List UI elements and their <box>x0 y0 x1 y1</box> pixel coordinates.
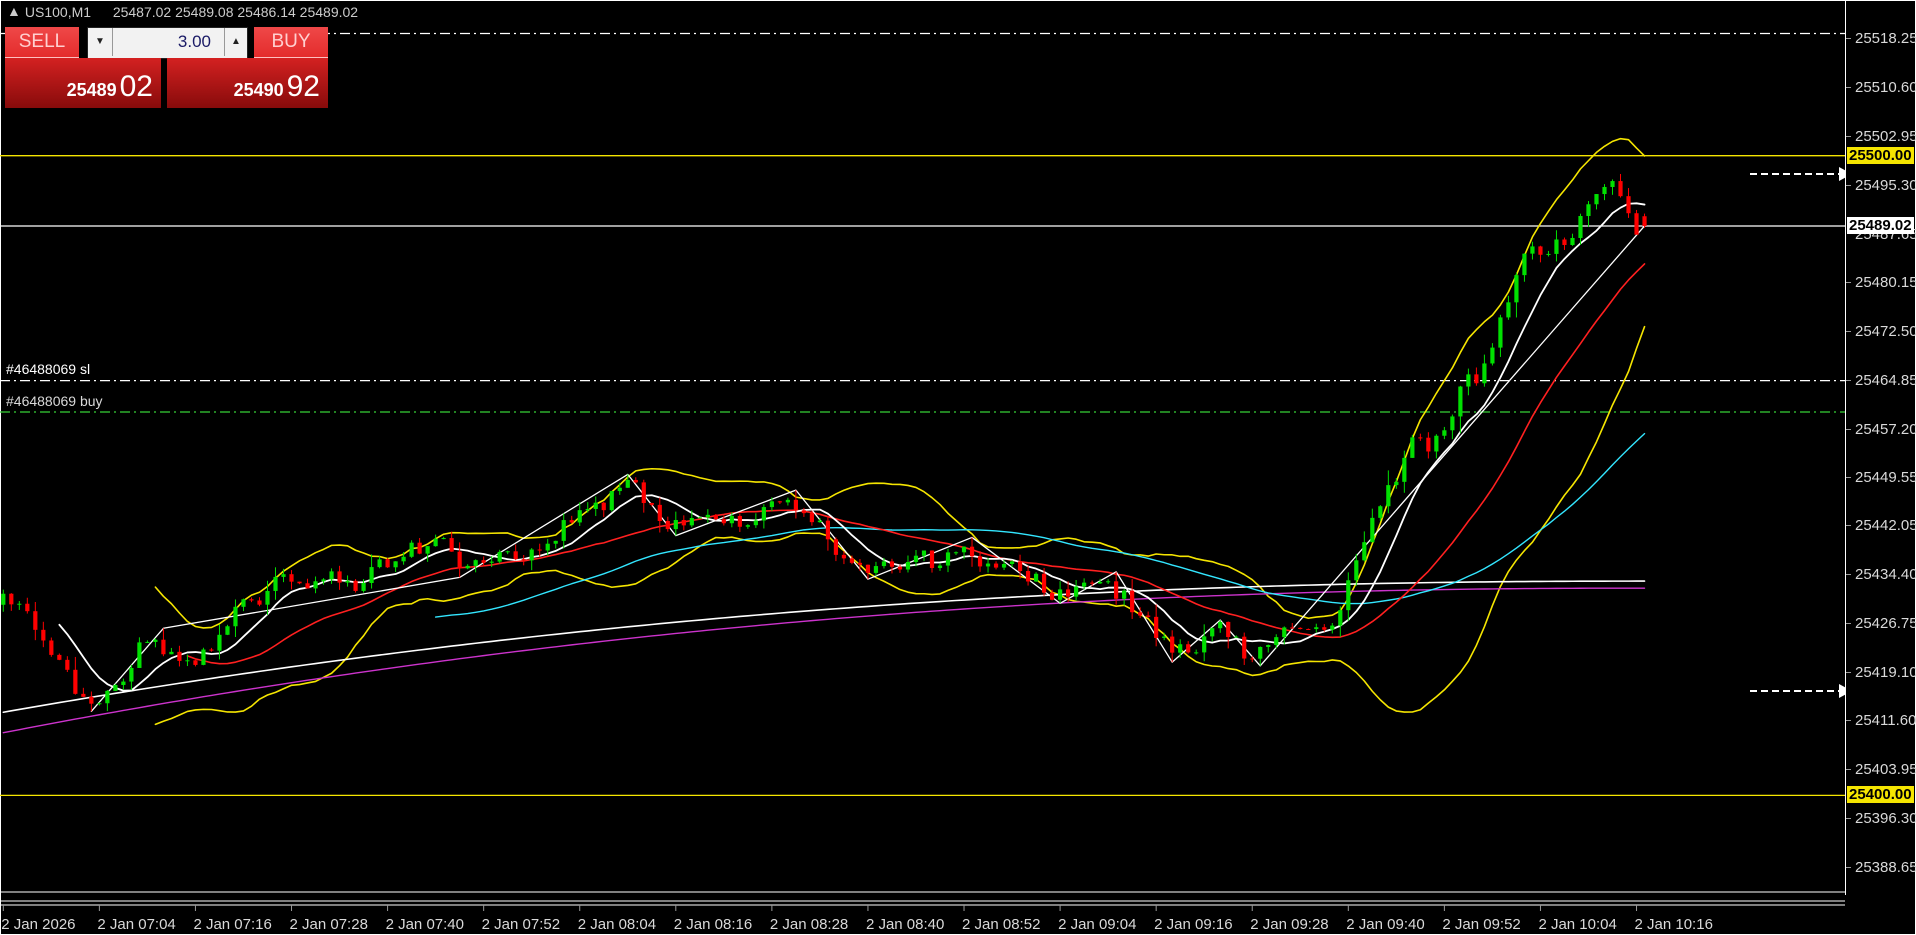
svg-text:2 Jan 08:52: 2 Jan 08:52 <box>962 916 1040 933</box>
svg-text:2 Jan 09:40: 2 Jan 09:40 <box>1346 916 1424 933</box>
svg-text:2 Jan 10:16: 2 Jan 10:16 <box>1635 916 1713 933</box>
svg-text:2 Jan 08:04: 2 Jan 08:04 <box>578 916 656 933</box>
svg-text:2 Jan 07:04: 2 Jan 07:04 <box>97 916 175 933</box>
svg-text:2 Jan 08:28: 2 Jan 08:28 <box>770 916 848 933</box>
svg-text:2 Jan 09:28: 2 Jan 09:28 <box>1250 916 1328 933</box>
svg-text:2 Jan 07:40: 2 Jan 07:40 <box>386 916 464 933</box>
svg-text:2 Jan 08:16: 2 Jan 08:16 <box>674 916 752 933</box>
svg-text:2 Jan 07:28: 2 Jan 07:28 <box>290 916 368 933</box>
svg-text:2 Jan 10:04: 2 Jan 10:04 <box>1538 916 1616 933</box>
svg-text:2 Jan 09:16: 2 Jan 09:16 <box>1154 916 1232 933</box>
svg-text:2 Jan 07:16: 2 Jan 07:16 <box>193 916 271 933</box>
svg-text:2 Jan 2026: 2 Jan 2026 <box>1 916 75 933</box>
svg-text:2 Jan 08:40: 2 Jan 08:40 <box>866 916 944 933</box>
svg-text:2 Jan 07:52: 2 Jan 07:52 <box>482 916 560 933</box>
svg-text:2 Jan 09:52: 2 Jan 09:52 <box>1442 916 1520 933</box>
svg-text:2 Jan 09:04: 2 Jan 09:04 <box>1058 916 1136 933</box>
